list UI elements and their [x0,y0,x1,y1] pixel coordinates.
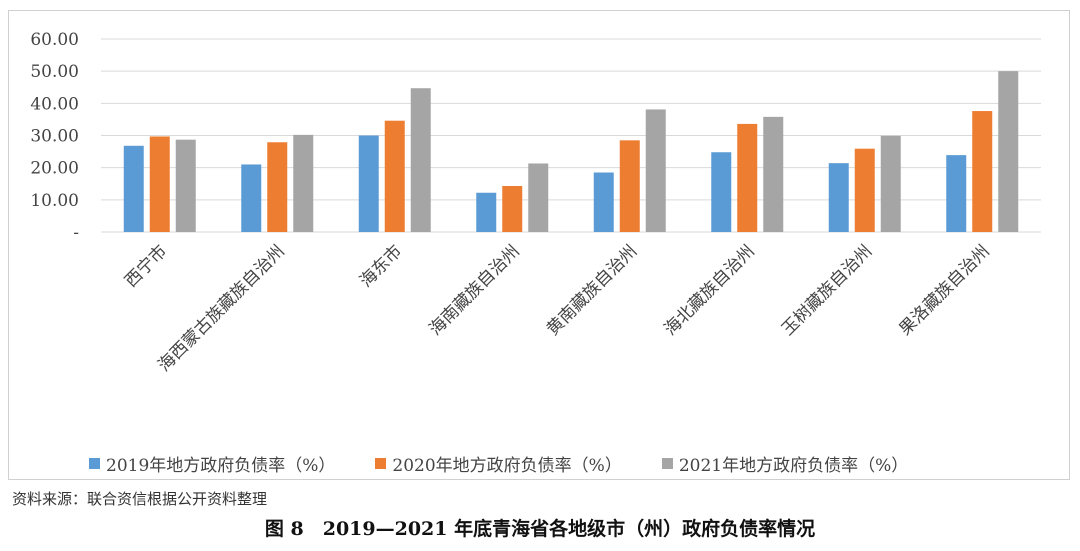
x-tick-label: 海北藏族自治州 [660,241,758,339]
legend-item-2019: 2019年地方政府负债率（%） [89,451,335,476]
bar [972,111,993,232]
bar-chart: - 10.00 20.00 30.00 40.00 50.00 60.00 西宁市海西蒙古族藏… [30,30,1041,376]
bar [711,152,732,232]
y-tick-label: 20.00 [30,159,79,179]
bar [593,172,614,232]
x-tick-label: 黄南藏族自治州 [543,241,641,339]
bar [880,135,901,232]
y-tick-label: 10.00 [30,191,79,211]
bar [358,135,379,232]
legend-item-2020: 2020年地方政府负债率（%） [375,451,622,476]
bar [763,116,784,232]
x-tick-label: 西宁市 [121,241,171,291]
legend-item-2021: 2021年地方政府负债率（%） [661,451,909,476]
y-tick-label: 60.00 [30,30,79,50]
bar [737,123,758,232]
legend-label-2020: 2020年地方政府负债率（%） [392,455,622,476]
legend: 2019年地方政府负债率（%） 2020年地方政府负债率（%） 2021年地方政… [89,451,1009,476]
x-tick-label: 果洛藏族自治州 [895,241,993,339]
source-note: 资料来源：联合资信根据公开资料整理 [12,490,268,508]
bar [175,139,196,232]
bar [946,155,967,232]
x-tick-label: 海西蒙古族藏族自治州 [154,241,288,375]
bar [384,120,405,232]
y-tick-label: 30.00 [30,127,79,147]
y-tick-label: 50.00 [30,62,79,82]
figure-caption: 图 8 2019—2021 年底青海省各地级市（州）政府负债率情况 [264,518,816,540]
bar [241,164,262,232]
bar [267,142,288,232]
bar [619,140,640,232]
bar [293,134,314,232]
chart-area: - 10.00 20.00 30.00 40.00 50.00 60.00 西宁市 海西蒙古族藏… [8,10,1070,480]
bar [528,163,549,232]
bar [828,163,849,232]
y-tick-label: 40.00 [30,94,79,114]
legend-swatch-2019 [89,457,100,469]
x-tick-label: 海东市 [356,241,406,291]
bar [854,148,875,232]
bar [476,192,497,232]
legend-label-2019: 2019年地方政府负债率（%） [106,455,336,476]
x-tick-label: 海南藏族自治州 [425,241,523,339]
bar [123,145,144,232]
bar [998,71,1019,232]
legend-swatch-2020 [375,457,387,469]
legend-label-2021: 2021年地方政府负债率（%） [678,455,909,476]
bar [645,109,666,232]
bar [410,88,431,232]
legend-swatch-2021 [661,457,673,469]
y-tick-label: - [73,223,79,243]
bar [149,136,170,232]
x-tick-label: 玉树藏族自治州 [778,241,876,339]
bar [502,186,523,232]
